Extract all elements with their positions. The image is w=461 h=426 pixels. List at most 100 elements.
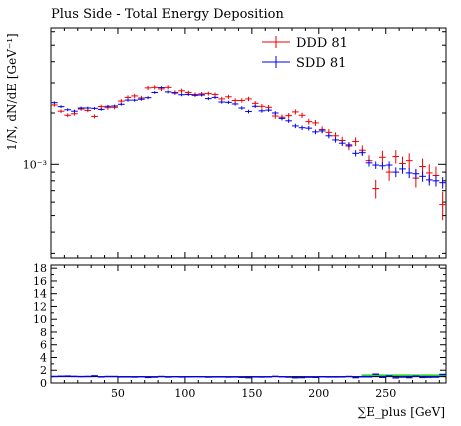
data-point bbox=[258, 109, 266, 113]
data-point bbox=[164, 85, 172, 90]
main-plot-area: 10⁻³ bbox=[23, 27, 447, 259]
data-point bbox=[278, 116, 286, 121]
ratio-frame bbox=[50, 264, 447, 384]
data-point bbox=[298, 112, 306, 118]
data-point bbox=[111, 104, 118, 108]
data-point bbox=[198, 93, 205, 97]
data-point bbox=[338, 140, 346, 147]
data-point bbox=[218, 96, 226, 102]
data-point bbox=[345, 142, 353, 148]
series-sdd-81 bbox=[51, 86, 446, 189]
data-point bbox=[251, 104, 259, 109]
data-point bbox=[298, 125, 306, 130]
data-point bbox=[405, 168, 413, 179]
data-point bbox=[225, 94, 232, 99]
y-tick-label: 0 bbox=[40, 377, 47, 390]
data-point bbox=[97, 108, 105, 111]
data-point bbox=[71, 109, 78, 113]
data-point bbox=[271, 111, 279, 115]
data-point bbox=[439, 191, 446, 221]
y-tick-label: 18 bbox=[33, 262, 47, 275]
data-point bbox=[51, 101, 58, 104]
data-point bbox=[204, 97, 212, 101]
data-point bbox=[312, 129, 319, 135]
data-point bbox=[211, 92, 219, 97]
legend-label: SDD 81 bbox=[296, 56, 346, 71]
data-point bbox=[138, 97, 145, 101]
y-tick-label: 2 bbox=[40, 364, 47, 377]
legend: DDD 81 SDD 81 bbox=[262, 36, 348, 71]
y-axis-label: 1/N, dN/dE [GeV⁻¹] bbox=[5, 33, 19, 150]
data-point bbox=[77, 106, 85, 110]
data-point bbox=[64, 113, 72, 118]
data-point bbox=[325, 133, 333, 139]
data-point bbox=[439, 177, 446, 189]
data-point bbox=[379, 162, 386, 170]
data-point bbox=[231, 98, 239, 103]
data-point bbox=[372, 161, 380, 169]
data-point bbox=[332, 137, 339, 143]
data-point bbox=[312, 119, 319, 126]
ratio-band bbox=[361, 374, 446, 377]
data-point bbox=[131, 93, 139, 98]
data-point bbox=[84, 106, 92, 110]
main-frame bbox=[50, 27, 447, 259]
legend-item: SDD 81 bbox=[262, 56, 346, 71]
y-tick-label: 12 bbox=[33, 300, 47, 313]
data-point bbox=[151, 91, 159, 94]
data-point bbox=[352, 137, 359, 147]
data-point bbox=[412, 168, 420, 179]
data-point bbox=[178, 88, 185, 94]
y-tick-label: 8 bbox=[40, 326, 47, 339]
data-point bbox=[372, 179, 380, 199]
y-tick-label: 14 bbox=[33, 288, 47, 301]
x-tick-label: 200 bbox=[308, 387, 329, 400]
data-point bbox=[144, 85, 152, 90]
data-point bbox=[432, 175, 440, 187]
data-point bbox=[379, 150, 386, 165]
data-point bbox=[104, 104, 112, 108]
data-point bbox=[91, 114, 98, 119]
x-tick-label: 150 bbox=[241, 387, 262, 400]
y-tick-label: 10 bbox=[33, 313, 47, 326]
data-point bbox=[292, 109, 299, 115]
data-point bbox=[91, 106, 98, 110]
data-point bbox=[392, 150, 400, 164]
data-point bbox=[164, 90, 172, 94]
ratio-series bbox=[51, 373, 446, 379]
data-point bbox=[292, 123, 299, 129]
data-point bbox=[405, 153, 413, 169]
data-point bbox=[365, 159, 373, 167]
data-point bbox=[211, 95, 219, 99]
data-point bbox=[265, 108, 272, 112]
data-point bbox=[358, 149, 366, 156]
x-axis-label: ∑E_plus [GeV] bbox=[358, 405, 445, 419]
data-point bbox=[238, 106, 246, 110]
data-point bbox=[425, 174, 433, 186]
data-point bbox=[318, 128, 326, 134]
legend-label: DDD 81 bbox=[296, 36, 348, 51]
data-point bbox=[151, 85, 159, 90]
data-point bbox=[57, 109, 65, 114]
data-point bbox=[204, 91, 212, 96]
data-point bbox=[144, 96, 152, 100]
x-tick-label: 50 bbox=[111, 387, 125, 400]
data-point bbox=[305, 125, 313, 131]
data-point bbox=[385, 161, 393, 169]
y-tick-label: 16 bbox=[33, 275, 47, 288]
data-point bbox=[225, 100, 232, 104]
data-point bbox=[419, 171, 426, 182]
legend-item: DDD 81 bbox=[262, 36, 348, 51]
data-point bbox=[124, 98, 132, 102]
x-tick-label: 100 bbox=[174, 387, 195, 400]
data-point bbox=[352, 150, 359, 157]
data-point bbox=[178, 93, 185, 97]
data-point bbox=[171, 91, 179, 95]
x-tick-label: 250 bbox=[375, 387, 396, 400]
data-point bbox=[131, 98, 139, 102]
data-point bbox=[57, 105, 65, 109]
data-point bbox=[245, 109, 252, 114]
data-point bbox=[117, 98, 125, 104]
